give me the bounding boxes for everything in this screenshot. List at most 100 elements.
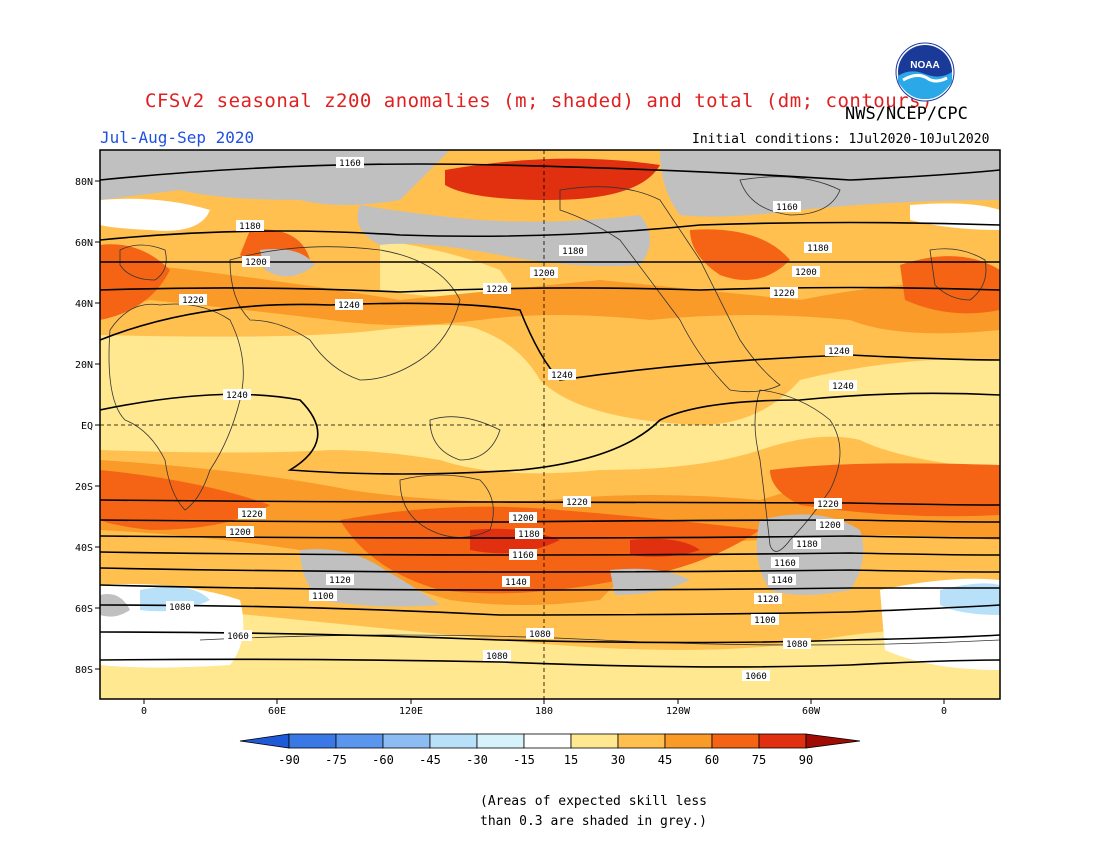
- svg-text:80N: 80N: [75, 177, 93, 188]
- contour-label: 1220: [563, 496, 591, 508]
- map-title: CFSv2 seasonal z200 anomalies (m; shaded…: [145, 90, 933, 112]
- colorbar-label: -30: [466, 753, 488, 767]
- svg-text:1220: 1220: [817, 500, 839, 510]
- noaa-logo-text: NOAA: [910, 60, 939, 71]
- contour-label: 1200: [792, 266, 820, 278]
- lat-tick: 40N: [75, 299, 100, 310]
- colorbar-label: -75: [325, 753, 347, 767]
- svg-text:1140: 1140: [771, 576, 793, 586]
- contour-label: 1100: [309, 590, 337, 602]
- svg-text:60S: 60S: [75, 604, 93, 615]
- lon-tick: 120E: [399, 699, 423, 717]
- low-skill-grey-sp: [610, 568, 690, 595]
- contour-label: 1220: [483, 283, 511, 295]
- svg-text:1080: 1080: [786, 640, 808, 650]
- lon-tick: 0: [141, 699, 147, 717]
- svg-text:1180: 1180: [796, 540, 818, 550]
- colorbar-box: [711, 733, 760, 749]
- svg-text:60N: 60N: [75, 238, 93, 249]
- svg-text:1180: 1180: [239, 222, 261, 232]
- lon-tick: 120W: [666, 699, 691, 717]
- svg-text:20S: 20S: [75, 482, 93, 493]
- lat-tick: 40S: [75, 543, 100, 554]
- contour-label: 1220: [814, 498, 842, 510]
- svg-text:1200: 1200: [819, 521, 841, 531]
- contour-label: 1200: [816, 519, 844, 531]
- svg-text:1240: 1240: [338, 301, 360, 311]
- svg-text:1080: 1080: [529, 630, 551, 640]
- skill-note-line2: than 0.3 are shaded in grey.): [480, 814, 707, 829]
- svg-text:1240: 1240: [226, 391, 248, 401]
- contour-label: 1220: [179, 294, 207, 306]
- contour-label: 1160: [773, 201, 801, 213]
- latitude-axis: 80N 60N 40N 20N EQ 20S 40S 60S 80S: [75, 177, 100, 676]
- contour-label: 1080: [166, 601, 194, 613]
- skill-note-line1: (Areas of expected skill less: [480, 794, 707, 809]
- svg-text:1180: 1180: [562, 247, 584, 257]
- contour-label: 1240: [223, 389, 251, 401]
- svg-text:120E: 120E: [399, 706, 423, 717]
- colorbar-arrow-left: [239, 733, 290, 749]
- contour-label: 1200: [242, 256, 270, 268]
- svg-text:60W: 60W: [802, 706, 821, 717]
- svg-text:1100: 1100: [754, 616, 776, 626]
- contour-label: 1080: [483, 650, 511, 662]
- svg-text:80S: 80S: [75, 665, 93, 676]
- lat-tick: 60N: [75, 238, 100, 249]
- colorbar-box: [382, 733, 431, 749]
- svg-text:1220: 1220: [773, 289, 795, 299]
- initial-conditions-label: Initial conditions: 1Jul2020-10Jul2020: [692, 132, 990, 147]
- colorbar-box: [476, 733, 525, 749]
- contour-label: 1160: [336, 157, 364, 169]
- svg-text:60E: 60E: [268, 706, 286, 717]
- contour-label: 1220: [770, 287, 798, 299]
- lon-tick: 0: [941, 699, 947, 717]
- anomaly-15-30-tropics: [100, 325, 1000, 474]
- colorbar-label: -90: [278, 753, 300, 767]
- contour-label: 1200: [530, 267, 558, 279]
- contour-label: 1100: [751, 614, 779, 626]
- lat-tick: 60S: [75, 604, 100, 615]
- svg-text:1180: 1180: [807, 244, 829, 254]
- svg-text:1220: 1220: [182, 296, 204, 306]
- colorbar-box: [758, 733, 807, 749]
- svg-text:EQ: EQ: [81, 421, 93, 432]
- colorbar-box: [288, 733, 337, 749]
- lon-tick: 60E: [268, 699, 286, 717]
- low-skill-grey-arctic-e: [660, 150, 1000, 217]
- colorbar-label: 45: [657, 753, 673, 767]
- contour-label: 1120: [326, 574, 354, 586]
- colorbar-label: -15: [513, 753, 535, 767]
- svg-text:1120: 1120: [757, 595, 779, 605]
- svg-text:1200: 1200: [229, 528, 251, 538]
- lon-tick: 180: [535, 699, 553, 717]
- longitude-axis: 0 60E 120E 180 120W 60W 0: [141, 699, 947, 717]
- anomaly-near-zero-nw: [100, 198, 210, 231]
- svg-text:1240: 1240: [551, 371, 573, 381]
- contour-label: 1180: [515, 528, 543, 540]
- svg-text:1180: 1180: [518, 530, 540, 540]
- height-contours: [100, 163, 1000, 668]
- colorbar-box: [664, 733, 713, 749]
- lon-tick: 60W: [802, 699, 821, 717]
- svg-text:1160: 1160: [774, 559, 796, 569]
- anomaly-60-75-n4: [900, 256, 1000, 314]
- colorbar-box: [570, 733, 619, 749]
- season-label: Jul-Aug-Sep 2020: [100, 128, 255, 147]
- colorbar-label: 60: [704, 753, 720, 767]
- contour-label: 1240: [825, 345, 853, 357]
- svg-text:1220: 1220: [566, 498, 588, 508]
- svg-text:1060: 1060: [745, 672, 767, 682]
- lat-tick: 20N: [75, 360, 100, 371]
- agency-label: NWS/NCEP/CPC: [845, 104, 968, 124]
- contour-label: 1060: [224, 630, 252, 642]
- contour-label: 1180: [559, 245, 587, 257]
- colorbar-label: -60: [372, 753, 394, 767]
- colorbar-label: -45: [419, 753, 441, 767]
- contour-label: 1160: [509, 549, 537, 561]
- svg-text:1200: 1200: [512, 514, 534, 524]
- colorbar-label: 75: [751, 753, 767, 767]
- svg-text:1160: 1160: [512, 551, 534, 561]
- contour-label: 1240: [829, 380, 857, 392]
- svg-text:1060: 1060: [227, 632, 249, 642]
